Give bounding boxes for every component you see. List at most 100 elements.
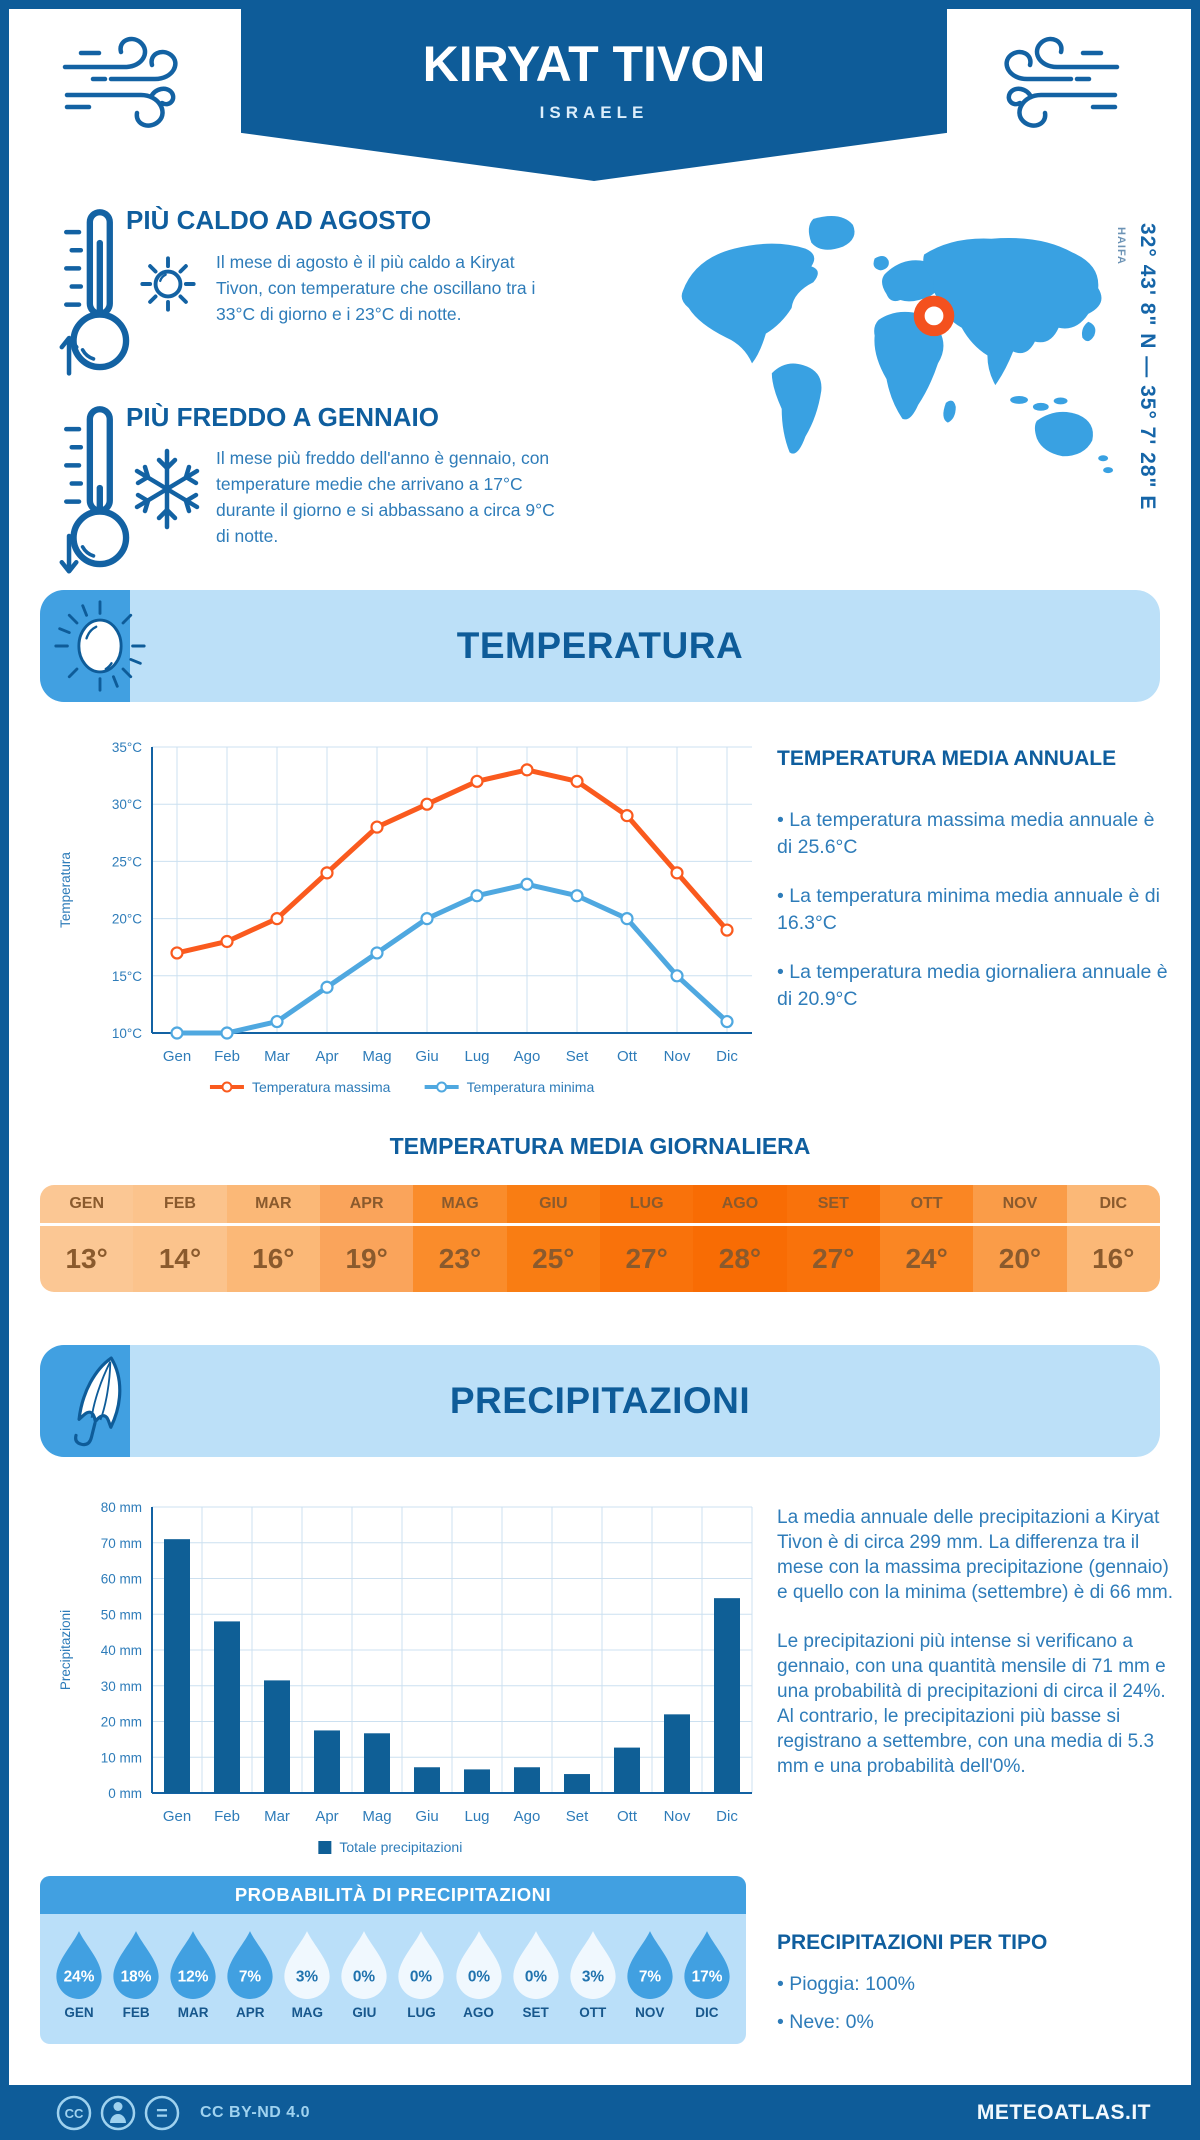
probability-droplet: 0% SET	[511, 1928, 561, 2020]
svg-text:0%: 0%	[410, 1968, 433, 1985]
nearby-city-label: HAIFA	[1115, 227, 1127, 265]
cc-license-icons: CC =	[56, 2095, 180, 2130]
precip-paragraph: Le precipitazioni più intense si verific…	[777, 1631, 1166, 1777]
svg-text:Mag: Mag	[362, 1808, 391, 1825]
droplet-month-label: OTT	[579, 2005, 607, 2020]
precipitation-summary: La media annuale delle precipitazioni a …	[777, 1505, 1177, 1803]
droplet-month-label: GEN	[64, 2005, 94, 2020]
svg-text:Temperatura massima: Temperatura massima	[252, 1079, 391, 1095]
svg-text:Ott: Ott	[617, 1808, 638, 1825]
probability-droplet: 3% MAG	[282, 1928, 332, 2020]
svg-text:30°C: 30°C	[112, 797, 142, 812]
droplet-icon: 0%	[455, 1931, 502, 1999]
probability-droplet: 17% DIC	[682, 1928, 732, 2020]
droplet-icon: 12%	[170, 1931, 216, 1999]
svg-text:7%: 7%	[239, 1968, 262, 1985]
daily-mean-table: GEN FEB MAR APR MAG GIU LUG AGO SET OTT NOV DIC 13° 1…	[40, 1185, 1160, 1292]
droplet-icon: 3%	[284, 1931, 330, 1999]
hot-month-title: PIÙ CALDO AD AGOSTO	[126, 205, 432, 235]
precipitation-section-banner: PRECIPITAZIONI	[40, 1345, 1160, 1457]
precipitation-type-panel: PRECIPITAZIONI PER TIPO • Pioggia: 100% •…	[777, 1931, 1175, 2045]
probability-droplet: 0% GIU	[339, 1928, 389, 2020]
droplet-month-label: APR	[235, 2005, 265, 2020]
svg-text:Mar: Mar	[264, 1808, 290, 1825]
svg-text:Lug: Lug	[464, 1808, 489, 1825]
month-value-cell: 20°	[973, 1226, 1067, 1292]
svg-text:10°C: 10°C	[112, 1026, 142, 1041]
sun-icon	[140, 256, 196, 312]
sun-banner-icon	[40, 590, 146, 702]
month-header-cell: APR	[319, 1185, 414, 1223]
coordinates-label: 32° 43' 8" N — 35° 7' 28" E	[1136, 223, 1159, 511]
svg-text:10 mm: 10 mm	[101, 1750, 142, 1765]
snowflake-icon	[134, 448, 200, 530]
svg-text:Temperatura minima: Temperatura minima	[467, 1079, 595, 1095]
annual-bullet: • La temperatura massima media annuale è…	[777, 809, 1155, 858]
month-value-cell: 27°	[599, 1226, 694, 1292]
header-banner: KIRYAT TIVON ISRAELE	[241, 9, 947, 181]
svg-text:3%: 3%	[582, 1968, 605, 1985]
svg-text:=: =	[156, 2103, 168, 2125]
svg-text:0%: 0%	[467, 1968, 490, 1985]
month-header-cell: MAG	[413, 1185, 507, 1223]
svg-text:60 mm: 60 mm	[101, 1572, 142, 1587]
svg-text:7%: 7%	[639, 1968, 662, 1985]
svg-text:12%: 12%	[178, 1968, 209, 1985]
svg-text:Ago: Ago	[514, 1808, 541, 1825]
probability-droplet: 12% MAR	[168, 1928, 218, 2020]
precipitation-bar-chart: 0 mm 10 mm 20 mm 30 mm 40 mm 50 mm 60 mm 70 mm 8…	[58, 1500, 753, 1855]
annual-bullet: • La temperatura minima media annuale è …	[777, 885, 1160, 934]
svg-text:0%: 0%	[353, 1968, 376, 1985]
svg-text:25°C: 25°C	[112, 854, 142, 869]
umbrella-banner-icon	[40, 1345, 130, 1457]
droplet-month-label: AGO	[463, 2005, 494, 2020]
month-header-cell: OTT	[879, 1185, 974, 1223]
svg-text:17%: 17%	[691, 1968, 722, 1985]
svg-text:24%: 24%	[64, 1968, 95, 1985]
month-value-cell: 19°	[319, 1226, 414, 1292]
probability-droplet: 7% NOV	[625, 1928, 675, 2020]
svg-text:20°C: 20°C	[112, 912, 142, 927]
svg-text:40 mm: 40 mm	[101, 1643, 142, 1658]
svg-text:Lug: Lug	[464, 1048, 489, 1065]
svg-text:Precipitazioni: Precipitazioni	[58, 1610, 73, 1690]
svg-text:0 mm: 0 mm	[108, 1786, 142, 1801]
precipitation-section-title: PRECIPITAZIONI	[449, 1380, 751, 1421]
month-value-cell: 24°	[879, 1226, 974, 1292]
svg-text:15°C: 15°C	[112, 969, 142, 984]
month-value-cell: 13°	[40, 1226, 134, 1292]
svg-text:Gen: Gen	[163, 1808, 191, 1825]
svg-text:Feb: Feb	[214, 1048, 240, 1065]
droplet-icon: 18%	[113, 1931, 159, 1999]
svg-text:Mag: Mag	[362, 1048, 391, 1065]
ptype-bullet: • Neve: 0%	[777, 2011, 874, 2033]
svg-text:Mar: Mar	[264, 1048, 290, 1065]
droplet-month-label: GIU	[352, 2005, 377, 2020]
droplet-icon: 0%	[341, 1931, 388, 1999]
probability-droplet: 18% FEB	[111, 1928, 161, 2020]
svg-text:Nov: Nov	[664, 1048, 691, 1065]
droplet-month-label: MAR	[177, 2005, 209, 2020]
droplet-icon: 0%	[398, 1931, 445, 1999]
precipitation-type-title: PRECIPITAZIONI PER TIPO	[777, 1931, 1048, 1954]
droplet-icon: 7%	[227, 1931, 273, 1999]
month-value-cell: 28°	[693, 1226, 787, 1292]
svg-text:Giu: Giu	[415, 1048, 438, 1065]
droplet-icon: 0%	[512, 1931, 559, 1999]
droplet-month-label: NOV	[635, 2005, 665, 2020]
svg-text:80 mm: 80 mm	[101, 1500, 142, 1515]
svg-text:Temperatura: Temperatura	[58, 852, 73, 928]
droplet-icon: 24%	[56, 1931, 102, 1999]
probability-droplet: 0% AGO	[454, 1928, 504, 2020]
svg-text:30 mm: 30 mm	[101, 1679, 142, 1694]
precipitation-probability-panel: PROBABILITÀ DI PRECIPITAZIONI 24% GEN 18% F…	[40, 1876, 746, 2044]
droplet-month-label: DIC	[695, 2005, 719, 2020]
probability-droplet: 3% OTT	[568, 1928, 618, 2020]
droplet-icon: 3%	[570, 1931, 616, 1999]
svg-text:Ago: Ago	[514, 1048, 541, 1065]
svg-text:Dic: Dic	[716, 1048, 738, 1065]
temperature-section-title: TEMPERATURA	[456, 625, 744, 666]
cold-month-title: PIÙ FREDDO A GENNAIO	[126, 402, 439, 432]
month-header-cell: FEB	[133, 1185, 227, 1223]
